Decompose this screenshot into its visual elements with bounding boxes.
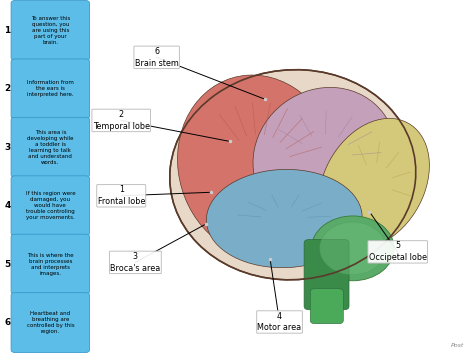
Text: 3
Broca's area: 3 Broca's area	[110, 252, 161, 273]
Text: 2
Temporal lobe: 2 Temporal lobe	[93, 110, 150, 131]
FancyBboxPatch shape	[310, 289, 343, 324]
Text: 5.: 5.	[4, 259, 14, 269]
Text: Information from
the ears is
interpreted here.: Information from the ears is interpreted…	[27, 80, 74, 97]
Ellipse shape	[206, 169, 362, 268]
Ellipse shape	[319, 118, 429, 249]
Text: 4
Motor area: 4 Motor area	[257, 312, 301, 333]
Ellipse shape	[319, 222, 386, 275]
Text: 6
Brain stem: 6 Brain stem	[135, 47, 179, 68]
Text: 5
Occipetal lobe: 5 Occipetal lobe	[369, 241, 427, 262]
Text: This is where the
brain processes
and interprets
images.: This is where the brain processes and in…	[27, 253, 73, 276]
FancyBboxPatch shape	[11, 1, 90, 60]
Text: Post: Post	[450, 343, 464, 348]
Text: 3.: 3.	[4, 143, 14, 152]
FancyBboxPatch shape	[11, 59, 90, 119]
Text: 2.: 2.	[4, 84, 14, 94]
Ellipse shape	[170, 70, 416, 280]
Ellipse shape	[178, 75, 339, 257]
Ellipse shape	[253, 88, 396, 227]
FancyBboxPatch shape	[11, 293, 90, 352]
Ellipse shape	[311, 216, 394, 281]
Text: If this region were
damaged, you
would have
trouble controling
your movements.: If this region were damaged, you would h…	[26, 191, 75, 220]
Text: 6.: 6.	[4, 318, 14, 327]
FancyBboxPatch shape	[11, 118, 90, 177]
FancyBboxPatch shape	[11, 176, 90, 235]
Text: 1.: 1.	[4, 26, 14, 35]
Text: This area is
developing while
a toddler is
learning to talk
and understand
words: This area is developing while a toddler …	[27, 130, 73, 165]
FancyBboxPatch shape	[11, 234, 90, 294]
Text: 4.: 4.	[4, 201, 14, 210]
FancyBboxPatch shape	[304, 240, 349, 310]
Text: Heartbeat and
breathing are
controlled by this
region.: Heartbeat and breathing are controlled b…	[27, 311, 74, 334]
Text: 1
Frontal lobe: 1 Frontal lobe	[98, 185, 145, 206]
Text: To answer this
question, you
are using this
part of your
brain.: To answer this question, you are using t…	[31, 16, 70, 45]
